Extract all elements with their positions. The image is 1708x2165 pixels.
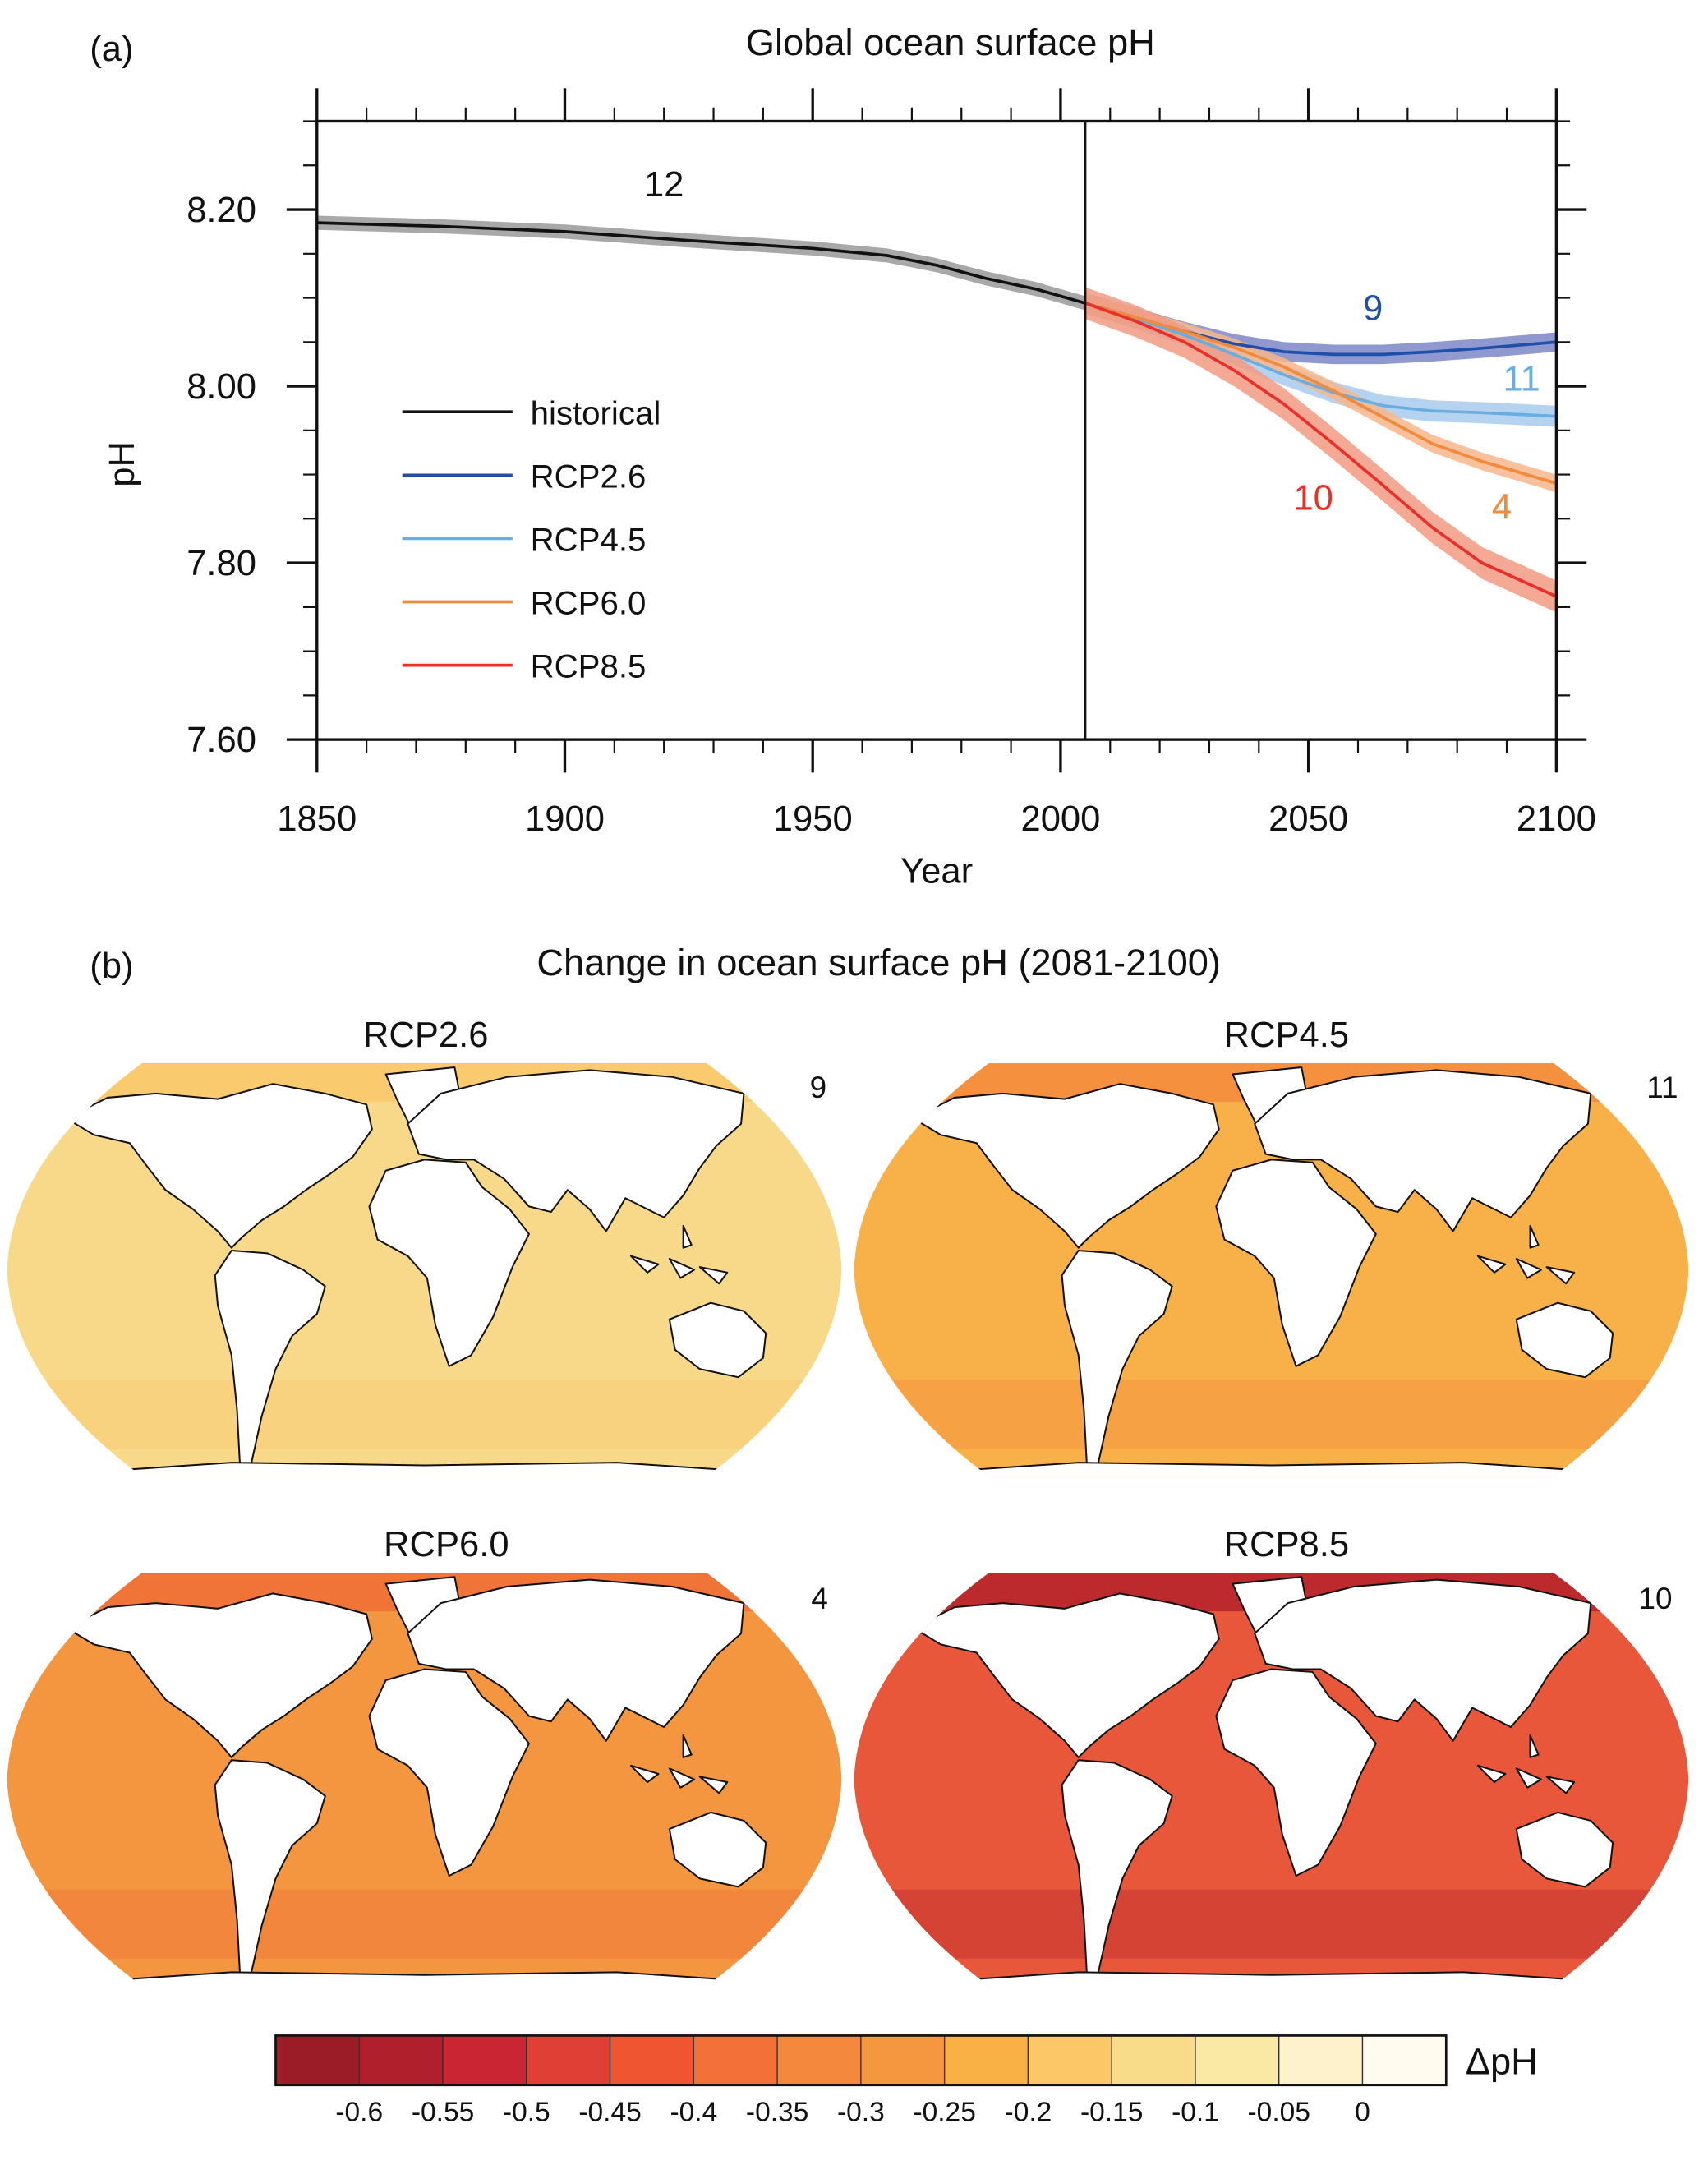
y-tick-label: 8.00 xyxy=(186,367,256,407)
plot-frame xyxy=(315,119,1558,741)
x-tick-label: 1950 xyxy=(773,799,853,839)
map-title-RCP2.6: RCP2.6 xyxy=(363,1016,489,1055)
x-tick-label: 2000 xyxy=(1020,799,1100,839)
colorbar-tick-label: -0.2 xyxy=(1005,2097,1052,2127)
colorbar-tick-label: -0.3 xyxy=(837,2097,885,2127)
model-count-historical: 12 xyxy=(644,165,684,205)
colorbar-cell xyxy=(358,2034,444,2086)
band-RCP2.6 xyxy=(1085,293,1557,365)
colorbar-frame xyxy=(274,2034,1448,2087)
chart-title: Global ocean surface pH xyxy=(746,21,1155,63)
southern-ocean-band xyxy=(854,1889,1689,1959)
x-tick-label: 1850 xyxy=(277,799,357,839)
colorbar-tick-label: -0.4 xyxy=(670,2097,717,2127)
line-RCP6.0 xyxy=(1084,302,1557,486)
colorbar-tick-label: -0.05 xyxy=(1248,2097,1310,2127)
world-map-RCP6.0 xyxy=(7,1573,842,1987)
y-tick-label: 7.60 xyxy=(186,721,256,760)
southern-ocean-band xyxy=(854,1380,1689,1449)
map-model-count: 9 xyxy=(810,1071,827,1104)
map-model-count: 4 xyxy=(811,1582,828,1615)
colorbar-cell xyxy=(442,2034,527,2086)
colorbar-cell xyxy=(1278,2034,1364,2086)
colorbar-cell xyxy=(609,2034,695,2086)
model-count-RCP6.0: 4 xyxy=(1492,487,1512,527)
colorbar-tick-label: -0.15 xyxy=(1080,2097,1143,2127)
map-ocean-layer xyxy=(7,1573,842,1987)
colorbar-cell xyxy=(1195,2034,1280,2086)
colorbar-cell xyxy=(1027,2034,1112,2086)
model-count-RCP2.6: 9 xyxy=(1363,288,1383,328)
legend-label-RCP6.0: RCP6.0 xyxy=(531,585,647,622)
colorbar-cell xyxy=(693,2034,778,2086)
colorbar-tick-label: 0 xyxy=(1355,2097,1370,2127)
world-map-RCP4.5 xyxy=(854,1063,1689,1476)
maps-title: Change in ocean surface pH (2081-2100) xyxy=(536,942,1221,983)
panel-b-label: (b) xyxy=(90,947,133,986)
colorbar-tick-label: -0.5 xyxy=(503,2097,550,2127)
panel-a-label: (a) xyxy=(90,30,133,69)
colorbar-cell xyxy=(526,2034,611,2086)
line-RCP8.5 xyxy=(1084,302,1558,598)
colorbar-cell xyxy=(274,2034,360,2086)
colorbar: -0.6 -0.55 -0.5 -0.45 -0.4 -0.35 -0.3 -0.25 -0.2… xyxy=(274,2034,1448,2127)
colorbar-tick-label: -0.6 xyxy=(335,2097,383,2127)
map-ocean-layer xyxy=(854,1063,1689,1476)
colorbar-tick-label: -0.35 xyxy=(746,2097,808,2127)
y-tick-label: 8.20 xyxy=(186,191,256,230)
model-count-RCP4.5: 11 xyxy=(1503,359,1540,398)
model-count-RCP8.5: 10 xyxy=(1293,479,1333,518)
line-historical xyxy=(316,221,1086,305)
world-map-RCP8.5 xyxy=(854,1573,1689,1987)
map-title-RCP6.0: RCP6.0 xyxy=(384,1525,509,1564)
colorbar-tick-label: -0.1 xyxy=(1172,2097,1219,2127)
x-tick-label: 2050 xyxy=(1268,799,1348,839)
colorbar-cell xyxy=(860,2034,946,2086)
map-ocean-layer xyxy=(7,1063,842,1476)
legend-label-RCP4.5: RCP4.5 xyxy=(531,521,647,558)
colorbar-cell xyxy=(776,2034,862,2086)
line-chart: 12 9 11 4 10 1850 1900 1950 2000 2050 2100 7.60 7.80… xyxy=(186,88,1596,839)
line-RCP4.5 xyxy=(1084,302,1557,418)
x-tick-label: 1900 xyxy=(525,799,605,839)
map-model-count: 11 xyxy=(1646,1071,1678,1104)
colorbar-tick-label: -0.45 xyxy=(578,2097,641,2127)
map-title-RCP8.5: RCP8.5 xyxy=(1224,1525,1350,1564)
legend-label-RCP2.6: RCP2.6 xyxy=(531,458,647,495)
southern-ocean-band xyxy=(7,1889,842,1959)
map-model-count: 10 xyxy=(1639,1582,1673,1615)
map-ocean-layer xyxy=(854,1573,1689,1987)
southern-ocean-band xyxy=(7,1380,842,1449)
world-map-RCP2.6 xyxy=(7,1063,842,1476)
legend-label-RCP8.5: RCP8.5 xyxy=(531,648,647,685)
colorbar-tick-label: -0.25 xyxy=(913,2097,975,2127)
colorbar-cell xyxy=(943,2034,1029,2086)
map-title-RCP4.5: RCP4.5 xyxy=(1224,1016,1350,1055)
colorbar-tick-label: -0.55 xyxy=(412,2097,474,2127)
colorbar-label: ΔpH xyxy=(1466,2040,1538,2082)
x-axis-label: Year xyxy=(900,851,973,891)
band-historical xyxy=(316,215,1086,311)
legend-label-historical: historical xyxy=(531,394,661,431)
y-tick-label: 7.80 xyxy=(186,544,256,583)
legend: historical RCP2.6 RCP4.5 RCP6.0 RCP8.5 xyxy=(402,394,661,685)
y-axis-label: pH xyxy=(103,441,142,487)
x-tick-label: 2100 xyxy=(1517,799,1596,839)
colorbar-cell xyxy=(1361,2034,1447,2086)
colorbar-cell xyxy=(1111,2034,1196,2086)
